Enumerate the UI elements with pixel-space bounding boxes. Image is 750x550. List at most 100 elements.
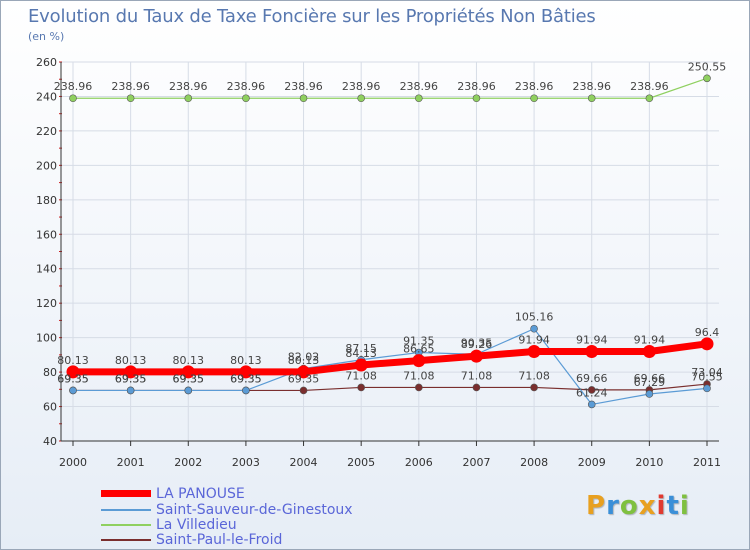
y-tick-label: 100 bbox=[36, 332, 57, 345]
data-label: 69.35 bbox=[230, 372, 262, 385]
data-label: 80.13 bbox=[230, 354, 262, 367]
series-line bbox=[73, 77, 708, 99]
data-label: 238.96 bbox=[111, 80, 150, 93]
y-tick-label: 80 bbox=[43, 366, 57, 379]
y-tick-label: 260 bbox=[36, 56, 57, 69]
x-tick-label: 2009 bbox=[578, 456, 606, 469]
data-label: 89.26 bbox=[461, 338, 493, 351]
data-label: 69.66 bbox=[576, 372, 608, 385]
legend-label: LA PANOUSE bbox=[156, 486, 245, 502]
x-tick-label: 2004 bbox=[290, 456, 318, 469]
data-label: 70.55 bbox=[691, 370, 723, 383]
x-tick-label: 2001 bbox=[117, 456, 145, 469]
chart-title: Evolution du Taux de Taxe Foncière sur l… bbox=[28, 6, 596, 27]
chart-unit-label: (en %) bbox=[28, 30, 65, 43]
data-point bbox=[527, 345, 541, 359]
data-point bbox=[585, 345, 599, 359]
series-line bbox=[73, 328, 708, 406]
y-tick-label: 140 bbox=[36, 263, 57, 276]
data-point bbox=[530, 383, 538, 392]
data-label: 96.4 bbox=[695, 326, 720, 339]
legend-label: La Villedieu bbox=[156, 517, 237, 533]
data-point bbox=[181, 365, 195, 379]
data-label: 69.35 bbox=[57, 372, 89, 385]
data-label: 82.02 bbox=[288, 351, 320, 364]
data-label: 238.96 bbox=[457, 80, 496, 93]
y-tick-label: 220 bbox=[36, 125, 57, 138]
x-tick-label: 2007 bbox=[462, 456, 490, 469]
x-tick-label: 2010 bbox=[635, 456, 663, 469]
data-point bbox=[242, 94, 250, 103]
y-tick-label: 200 bbox=[36, 159, 57, 172]
data-point bbox=[412, 354, 426, 368]
data-label: 84.13 bbox=[345, 347, 377, 360]
data-label: 69.35 bbox=[173, 372, 205, 385]
data-label: 91.94 bbox=[634, 334, 666, 347]
data-label: 238.96 bbox=[169, 80, 208, 93]
legend-swatch bbox=[101, 509, 151, 511]
y-tick-label: 40 bbox=[43, 435, 57, 448]
data-label: 71.08 bbox=[518, 369, 550, 382]
data-label: 73.04 bbox=[691, 366, 723, 379]
data-point bbox=[530, 324, 538, 333]
data-label: 69.35 bbox=[173, 372, 205, 385]
data-point bbox=[299, 94, 308, 103]
legend-swatch bbox=[101, 490, 151, 497]
data-label: 69.35 bbox=[115, 372, 147, 385]
y-tick-label: 180 bbox=[36, 194, 57, 207]
x-tick-label: 2006 bbox=[405, 456, 433, 469]
x-tick-label: 2000 bbox=[59, 456, 87, 469]
data-label: 238.96 bbox=[342, 80, 381, 93]
data-point bbox=[703, 74, 711, 83]
data-point bbox=[239, 365, 253, 379]
data-point bbox=[69, 386, 77, 395]
data-label: 87.15 bbox=[345, 342, 377, 355]
data-point bbox=[354, 358, 368, 372]
data-point bbox=[530, 94, 538, 103]
data-label: 80.13 bbox=[57, 354, 89, 367]
data-point bbox=[66, 365, 80, 379]
data-point bbox=[642, 345, 656, 359]
legend-label: Saint-Paul-le-Froid bbox=[156, 532, 283, 548]
data-point bbox=[299, 386, 308, 395]
data-point bbox=[700, 337, 714, 351]
y-tick-label: 160 bbox=[36, 228, 57, 241]
data-label: 238.96 bbox=[400, 80, 439, 93]
data-point bbox=[587, 400, 596, 409]
data-point bbox=[297, 365, 311, 379]
data-label: 86.65 bbox=[403, 343, 435, 356]
legend-swatch bbox=[101, 524, 151, 526]
data-point bbox=[469, 349, 483, 363]
data-label: 80.13 bbox=[288, 354, 320, 367]
data-label: 238.96 bbox=[630, 80, 669, 93]
data-point bbox=[126, 386, 135, 395]
x-tick-label: 2003 bbox=[232, 456, 260, 469]
plot-area bbox=[61, 62, 719, 441]
data-label: 69.35 bbox=[57, 372, 89, 385]
data-point bbox=[587, 386, 596, 394]
data-label: 71.08 bbox=[345, 369, 377, 382]
legend-label: Saint-Sauveur-de-Ginestoux bbox=[156, 502, 353, 518]
data-label: 80.13 bbox=[115, 354, 147, 367]
y-tick-label: 120 bbox=[36, 297, 57, 310]
data-label: 91.35 bbox=[403, 335, 435, 348]
data-point bbox=[703, 384, 711, 393]
data-label: 105.16 bbox=[515, 311, 554, 324]
data-label: 91.94 bbox=[576, 334, 608, 347]
data-point bbox=[415, 94, 423, 103]
series-line bbox=[73, 340, 708, 376]
data-label: 90.35 bbox=[461, 336, 493, 349]
legend-swatch bbox=[101, 539, 151, 541]
data-point bbox=[472, 94, 481, 103]
data-label: 238.96 bbox=[227, 80, 266, 93]
data-point bbox=[357, 94, 365, 103]
data-label: 238.96 bbox=[515, 80, 554, 93]
data-point bbox=[184, 386, 193, 395]
x-tick-label: 2008 bbox=[520, 456, 548, 469]
data-label: 250.55 bbox=[688, 60, 727, 73]
data-label: 61.24 bbox=[576, 386, 608, 399]
x-tick-label: 2005 bbox=[347, 456, 375, 469]
data-label: 67.29 bbox=[634, 376, 666, 389]
